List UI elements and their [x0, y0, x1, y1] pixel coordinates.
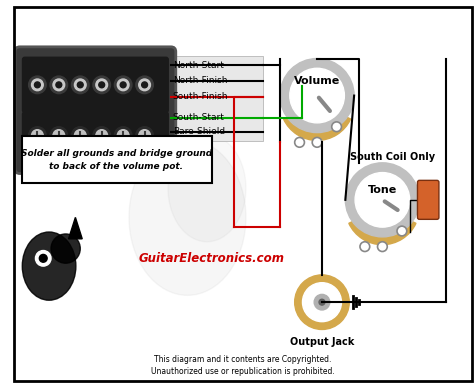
Text: Tone: Tone [368, 185, 397, 195]
Circle shape [397, 226, 407, 236]
Text: GuitarElectronics.com: GuitarElectronics.com [139, 252, 285, 265]
Wedge shape [283, 111, 351, 140]
Circle shape [312, 137, 322, 147]
Text: This diagram and it contents are Copyrighted.
Unauthorized use or republication : This diagram and it contents are Copyrig… [151, 355, 335, 376]
Circle shape [28, 76, 46, 94]
Circle shape [332, 122, 341, 132]
Circle shape [346, 163, 419, 237]
Text: Solder all grounds and bridge ground
to back of the volume pot.: Solder all grounds and bridge ground to … [21, 149, 212, 171]
FancyBboxPatch shape [418, 180, 439, 219]
Circle shape [50, 76, 68, 94]
Text: Volume: Volume [294, 76, 340, 86]
Circle shape [120, 82, 126, 88]
Circle shape [36, 251, 51, 266]
Circle shape [74, 79, 86, 91]
Circle shape [28, 127, 46, 144]
FancyBboxPatch shape [22, 111, 169, 160]
Circle shape [114, 76, 132, 94]
Polygon shape [69, 217, 82, 239]
Circle shape [74, 130, 86, 141]
Circle shape [139, 79, 150, 91]
Circle shape [93, 127, 110, 144]
Circle shape [99, 82, 105, 88]
Circle shape [302, 283, 341, 322]
FancyBboxPatch shape [15, 47, 176, 173]
Circle shape [50, 127, 68, 144]
Circle shape [32, 79, 43, 91]
Circle shape [295, 137, 304, 147]
Circle shape [117, 130, 129, 141]
FancyBboxPatch shape [22, 57, 169, 113]
Circle shape [319, 299, 325, 305]
Circle shape [136, 76, 154, 94]
Text: North-Start: North-Start [173, 61, 224, 70]
Text: Seymour Duncan: Seymour Duncan [51, 146, 145, 156]
FancyBboxPatch shape [171, 55, 264, 141]
Circle shape [32, 130, 43, 141]
Circle shape [53, 79, 64, 91]
Circle shape [72, 76, 89, 94]
Circle shape [117, 79, 129, 91]
Circle shape [360, 242, 370, 251]
Circle shape [77, 82, 83, 88]
Circle shape [72, 127, 89, 144]
FancyArrowPatch shape [385, 201, 398, 210]
Text: South-Finish: South-Finish [173, 92, 228, 101]
Text: South-Start: South-Start [173, 113, 225, 123]
Circle shape [139, 130, 150, 141]
Circle shape [136, 127, 154, 144]
Circle shape [35, 82, 40, 88]
Circle shape [96, 79, 108, 91]
Circle shape [314, 294, 330, 310]
Ellipse shape [51, 234, 80, 263]
Circle shape [295, 275, 349, 329]
Ellipse shape [22, 232, 76, 300]
Circle shape [39, 255, 47, 262]
Circle shape [93, 76, 110, 94]
Circle shape [355, 173, 410, 227]
Ellipse shape [168, 135, 246, 242]
Text: Bare-Shield: Bare-Shield [173, 127, 225, 136]
Circle shape [280, 59, 354, 133]
Circle shape [114, 127, 132, 144]
Bar [22, 137, 212, 183]
Circle shape [53, 130, 64, 141]
Circle shape [96, 130, 108, 141]
Text: North-Finish: North-Finish [173, 76, 228, 85]
Circle shape [290, 68, 345, 123]
Text: South Coil Only: South Coil Only [349, 152, 435, 162]
Ellipse shape [129, 139, 246, 295]
Circle shape [142, 82, 147, 88]
Circle shape [56, 82, 62, 88]
Wedge shape [349, 215, 416, 245]
Circle shape [377, 242, 387, 251]
Text: Output Jack: Output Jack [290, 337, 354, 347]
FancyArrowPatch shape [319, 98, 330, 111]
